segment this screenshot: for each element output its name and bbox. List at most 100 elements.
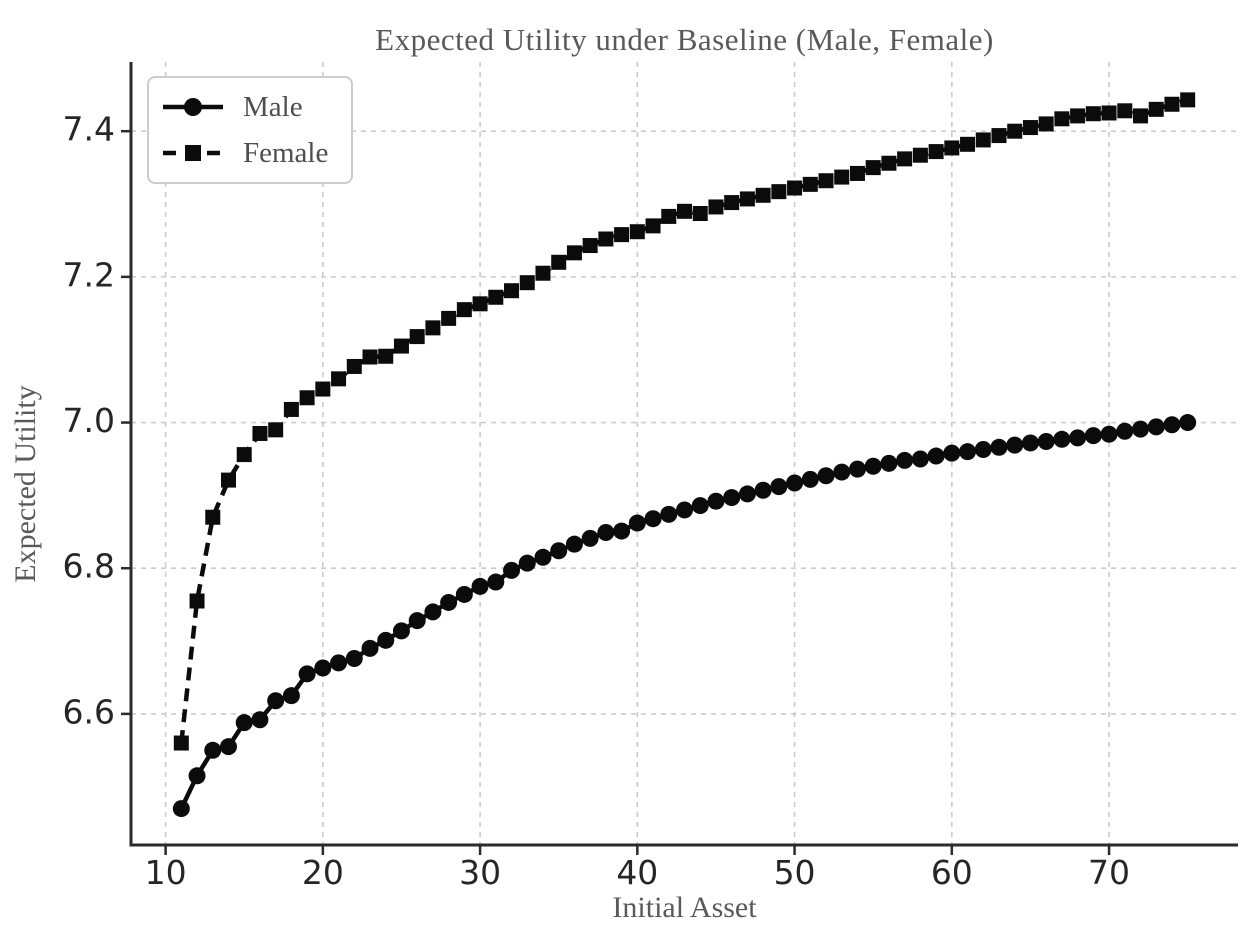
data-point-female <box>834 169 850 185</box>
data-point-female <box>283 401 299 417</box>
y-tick-label: 7.2 <box>63 255 115 294</box>
data-point-female <box>755 187 771 203</box>
data-point-male <box>786 474 804 492</box>
data-point-male <box>251 711 269 729</box>
male-line-marker-icon <box>163 98 223 116</box>
data-point-female <box>1007 123 1023 139</box>
data-point-female <box>1085 106 1101 122</box>
data-point-female <box>739 191 755 207</box>
data-point-male <box>581 529 599 547</box>
data-point-male <box>738 485 756 503</box>
data-point-male <box>1053 430 1071 448</box>
data-point-male <box>235 714 253 732</box>
data-point-female <box>331 371 347 387</box>
legend-item-male: Male <box>161 88 337 126</box>
data-point-male <box>691 497 709 515</box>
data-point-male <box>676 501 693 519</box>
data-point-female <box>645 218 661 234</box>
data-point-female <box>362 349 378 365</box>
data-point-male <box>345 650 363 668</box>
data-point-male <box>959 443 977 461</box>
data-point-male <box>754 481 772 499</box>
data-point-female <box>912 147 928 163</box>
data-point-male <box>550 542 568 560</box>
data-point-male <box>848 460 866 478</box>
data-point-female <box>299 390 315 406</box>
data-point-male <box>503 561 521 579</box>
data-point-female <box>677 203 692 219</box>
data-point-female <box>441 310 457 326</box>
data-point-male <box>565 535 583 553</box>
x-tick-label: 20 <box>302 853 344 892</box>
data-point-female <box>692 206 708 222</box>
data-point-male <box>770 478 788 496</box>
data-point-female <box>881 155 897 171</box>
data-point-female <box>849 165 865 181</box>
data-point-female <box>1022 120 1038 136</box>
data-point-male <box>424 603 442 621</box>
legend-label-female: Female <box>243 136 329 169</box>
data-point-male <box>455 585 473 603</box>
data-point-female <box>975 132 991 148</box>
data-point-female <box>1054 111 1070 127</box>
data-point-female <box>488 289 504 305</box>
data-point-female <box>787 180 803 196</box>
data-point-female <box>409 329 425 345</box>
data-point-male <box>1163 416 1181 434</box>
data-point-female <box>205 509 221 525</box>
data-point-female <box>551 254 567 270</box>
data-point-female <box>236 447 252 463</box>
data-point-female <box>425 320 441 336</box>
y-tick-label: 7.4 <box>63 110 115 149</box>
data-point-male <box>1069 429 1087 447</box>
data-point-female <box>566 245 582 261</box>
data-point-female <box>1148 101 1164 117</box>
female-line-marker-icon <box>163 145 223 161</box>
data-point-male <box>1147 418 1165 436</box>
data-point-male <box>880 454 898 472</box>
data-point-male <box>943 444 961 462</box>
data-point-male <box>330 654 348 672</box>
data-point-male <box>314 659 332 677</box>
data-point-male <box>723 489 741 507</box>
data-point-male <box>613 522 631 540</box>
data-point-male <box>911 450 929 468</box>
data-point-male <box>361 639 379 657</box>
legend-label-male: Male <box>243 90 303 123</box>
data-point-female <box>1101 105 1117 121</box>
data-point-male <box>817 467 835 485</box>
data-point-female <box>519 275 535 291</box>
data-point-female <box>456 302 472 318</box>
data-point-female <box>315 381 331 397</box>
y-axis-label: Expected Utility <box>9 385 42 583</box>
data-point-female <box>661 208 677 224</box>
data-point-male <box>1100 425 1118 443</box>
data-point-male <box>864 457 882 475</box>
data-point-male <box>534 548 552 566</box>
legend: Male Female <box>147 76 353 184</box>
data-point-female <box>220 472 236 488</box>
data-point-female <box>173 735 189 751</box>
data-point-male <box>282 687 300 705</box>
data-point-male <box>1116 422 1134 440</box>
data-point-female <box>614 227 630 243</box>
y-tick-label: 6.8 <box>63 547 115 586</box>
x-tick-label: 30 <box>459 853 501 892</box>
data-point-female <box>708 199 724 215</box>
series-line-female <box>179 97 1189 744</box>
data-point-male <box>927 447 945 465</box>
x-tick-label: 50 <box>774 853 816 892</box>
chart-title: Expected Utility under Baseline (Male, F… <box>375 22 994 57</box>
data-point-male <box>408 612 426 630</box>
x-tick-label: 70 <box>1088 853 1130 892</box>
legend-item-female: Female <box>161 134 337 172</box>
data-point-female <box>629 224 645 240</box>
data-point-male <box>896 451 914 469</box>
data-point-male <box>392 622 410 640</box>
data-point-male <box>267 692 285 710</box>
data-point-female <box>960 136 976 152</box>
data-point-female <box>1070 108 1086 124</box>
data-point-male <box>833 463 851 481</box>
data-point-male <box>628 514 646 532</box>
data-point-female <box>472 296 488 312</box>
